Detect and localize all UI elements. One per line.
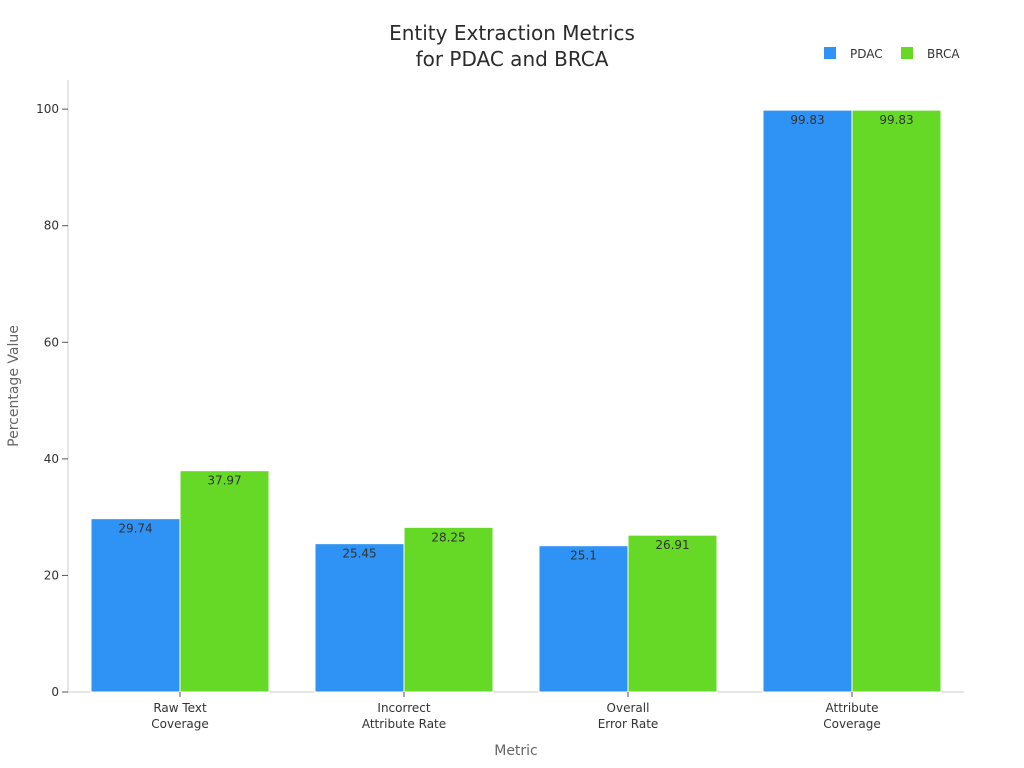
bars: 29.74 37.97 25.45 28.25 25.1 26.91 99.83 99.83 — [90, 109, 942, 693]
bar-brca-1 — [403, 526, 494, 693]
y-tick-label: 0 — [51, 685, 59, 699]
bar-pdac-3 — [762, 109, 853, 693]
bar-brca-2 — [627, 534, 718, 693]
legend-swatch-brca — [901, 47, 913, 59]
x-tick-label: Incorrect — [377, 701, 430, 715]
chart-title-line-1: Entity Extraction Metrics — [389, 21, 635, 45]
y-tick-label: 100 — [36, 102, 59, 116]
x-tick-label: Error Rate — [598, 717, 659, 731]
legend: PDAC BRCA — [824, 47, 960, 61]
bar-value-label: 25.45 — [342, 547, 376, 561]
x-tick-label: Attribute Rate — [362, 717, 446, 731]
y-tick-label: 80 — [44, 219, 59, 233]
bar-value-label: 99.83 — [879, 113, 913, 127]
bar-value-label: 25.1 — [570, 549, 597, 563]
x-tick-label: Attribute — [826, 701, 879, 715]
x-tick-label: Raw Text — [153, 701, 207, 715]
y-tick-label: 20 — [44, 568, 59, 582]
bar-value-label: 99.83 — [790, 113, 824, 127]
bar-brca-3 — [851, 109, 942, 693]
bar-pdac-2 — [538, 545, 629, 693]
bar-value-label: 28.25 — [431, 530, 465, 544]
x-tick-label: Coverage — [151, 717, 209, 731]
x-axis-title: Metric — [494, 743, 538, 759]
bar-value-label: 29.74 — [118, 522, 152, 536]
x-axis-ticks: Raw Text Coverage Incorrect Attribute Rate O… — [151, 692, 881, 731]
y-tick-label: 40 — [44, 452, 59, 466]
y-axis-ticks: 0 20 40 60 80 100 — [36, 102, 68, 699]
bar-pdac-1 — [314, 543, 405, 693]
x-tick-label: Overall — [607, 701, 650, 715]
y-axis-title: Percentage Value — [6, 325, 22, 447]
chart-title-line-2: for PDAC and BRCA — [416, 47, 609, 71]
y-tick-label: 60 — [44, 335, 59, 349]
bar-value-label: 37.97 — [207, 474, 241, 488]
x-tick-label: Coverage — [823, 717, 881, 731]
bar-brca-0 — [179, 470, 270, 693]
legend-label-brca: BRCA — [927, 47, 960, 61]
legend-swatch-pdac — [824, 47, 836, 59]
bar-pdac-0 — [90, 518, 181, 693]
legend-label-pdac: PDAC — [850, 47, 883, 61]
bar-value-label: 26.91 — [655, 538, 689, 552]
